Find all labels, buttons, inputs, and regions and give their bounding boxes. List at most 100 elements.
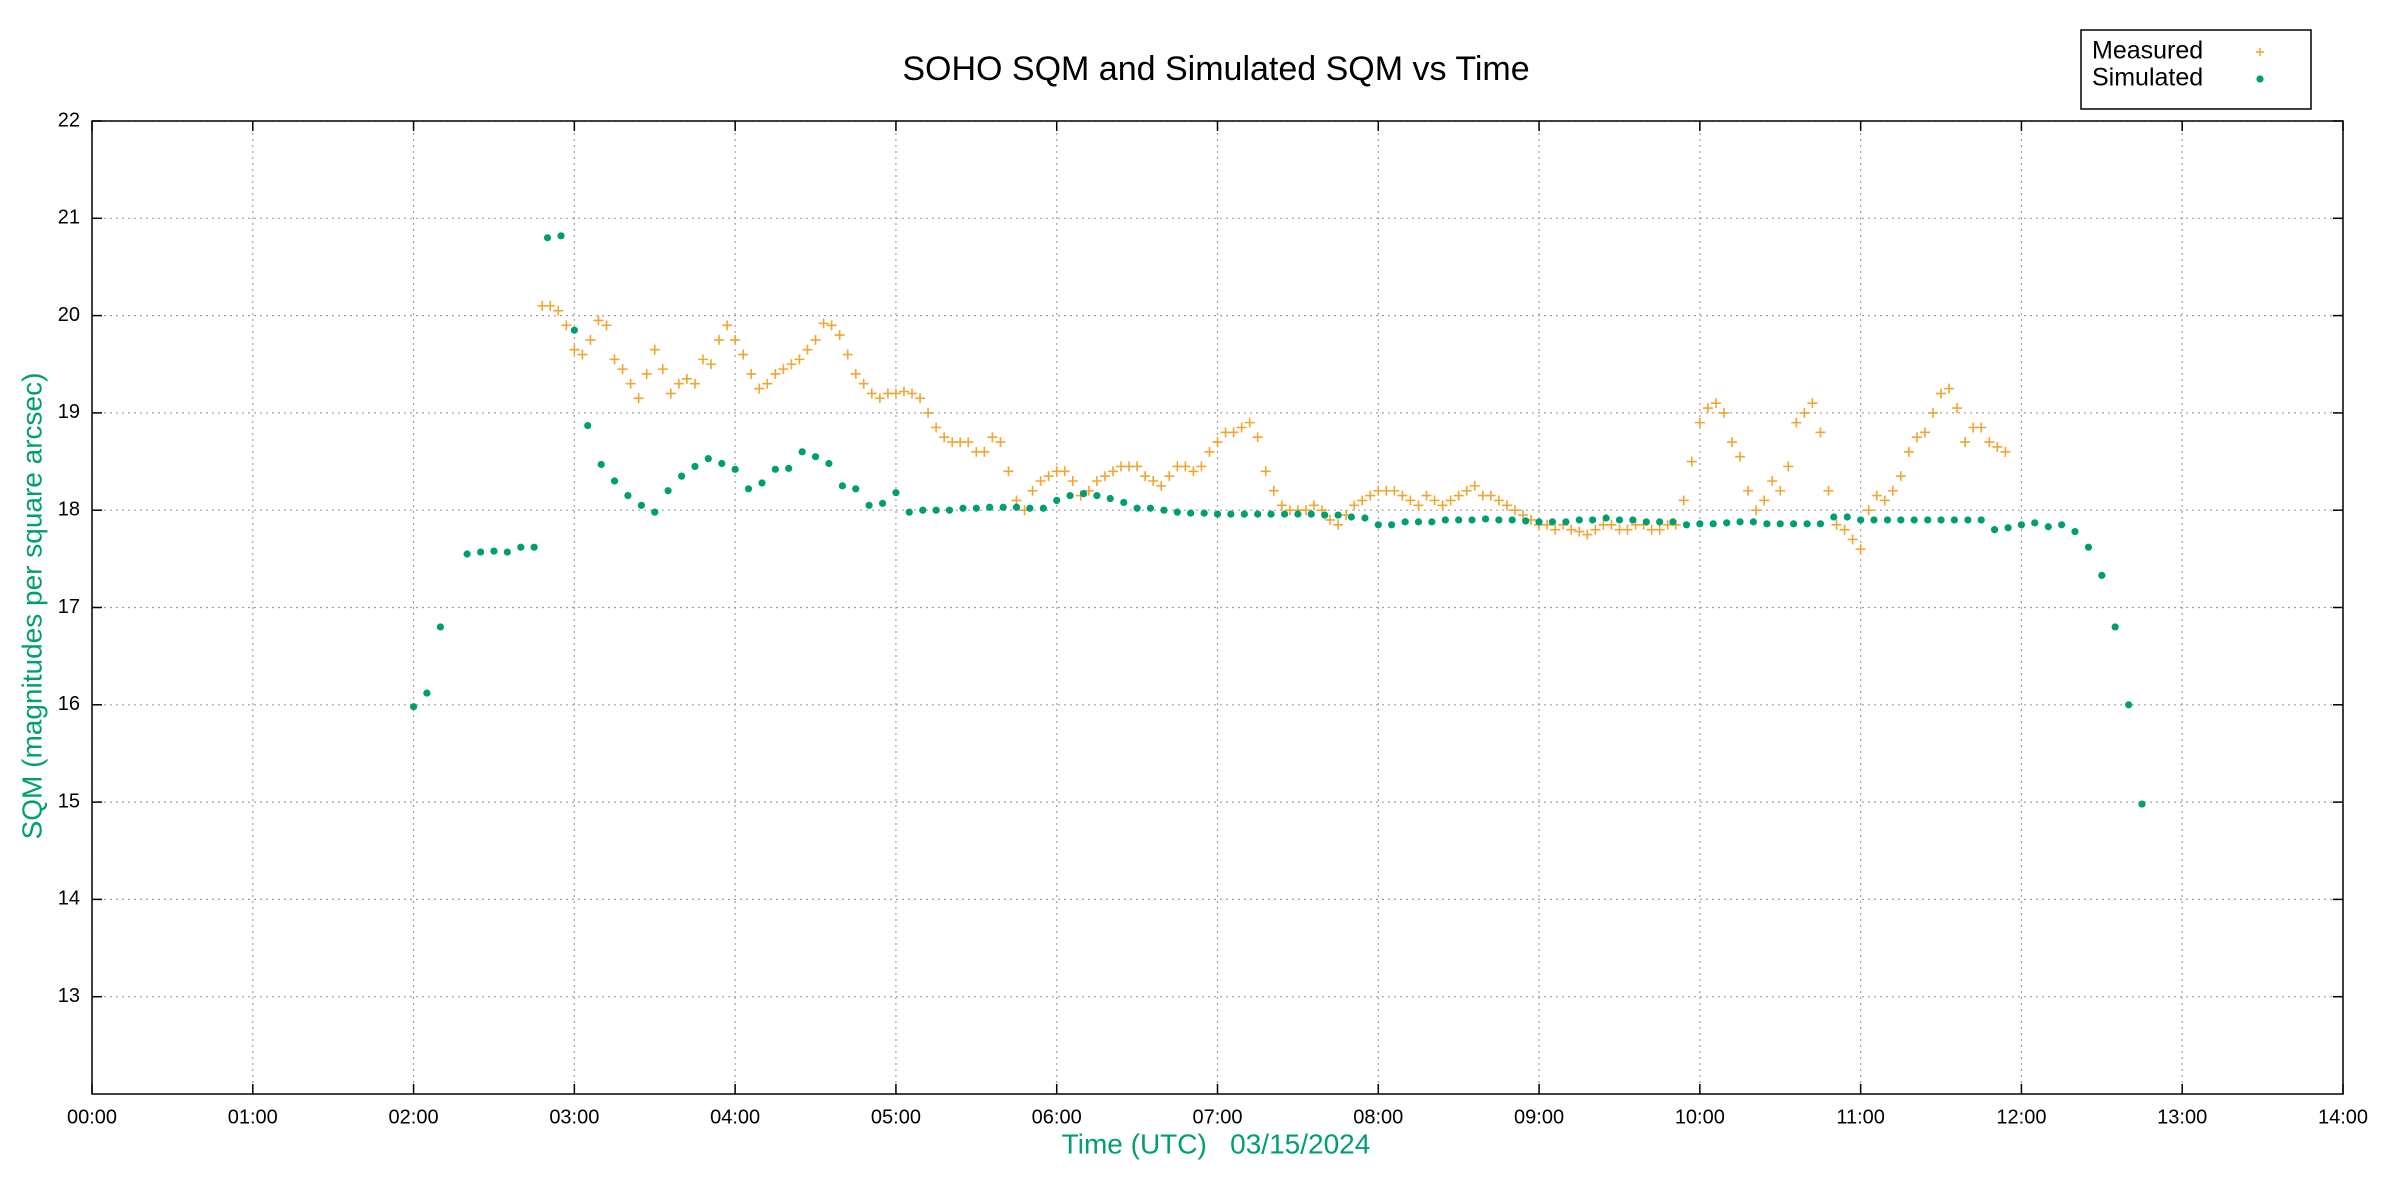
- measured-point: [561, 320, 572, 331]
- measured-point: [923, 407, 934, 418]
- measured-point: [706, 359, 717, 370]
- simulated-point: [1749, 518, 1757, 526]
- simulated-point: [1870, 516, 1878, 524]
- y-tick-label: 22: [58, 109, 80, 131]
- measured-point: [1831, 519, 1842, 530]
- simulated-point: [2084, 543, 2093, 551]
- measured-point: [1148, 476, 1159, 487]
- measured-point: [818, 318, 829, 329]
- measured-point: [657, 364, 668, 375]
- simulated-point: [785, 464, 793, 472]
- simulated-point: [1709, 520, 1717, 528]
- measured-point: [834, 330, 845, 341]
- simulated-point: [945, 506, 954, 514]
- simulated-point: [744, 485, 753, 493]
- legend-label: Measured: [2092, 37, 2203, 65]
- measured-point: [898, 386, 909, 397]
- measured-point: [802, 344, 813, 355]
- measured-point: [770, 368, 781, 379]
- measured-point: [1606, 519, 1617, 530]
- simulated-point: [1240, 510, 1248, 518]
- simulated-point: [1669, 518, 1677, 526]
- measured-point: [1694, 417, 1705, 428]
- measured-point: [850, 368, 861, 379]
- simulated-point: [1910, 516, 1918, 524]
- measured-point: [874, 393, 885, 404]
- measured-point: [689, 378, 700, 389]
- y-tick-label: 21: [58, 207, 80, 229]
- simulated-point: [543, 234, 552, 242]
- measured-point: [1759, 495, 1770, 506]
- simulated-point: [838, 482, 846, 490]
- measured-point: [778, 364, 789, 375]
- simulated-point: [1200, 509, 1208, 517]
- measured-point: [1992, 441, 2003, 452]
- measured-point: [1702, 403, 1713, 414]
- measured-point: [1807, 398, 1818, 409]
- x-tick-label: 01:00: [228, 1106, 278, 1128]
- measured-point: [794, 354, 805, 365]
- measured-point: [1196, 461, 1207, 472]
- measured-point: [1485, 490, 1496, 501]
- simulated-point: [2017, 521, 2026, 529]
- simulated-point: [463, 550, 471, 558]
- measured-point: [1823, 485, 1834, 496]
- measured-point: [931, 422, 942, 433]
- measured-point: [681, 373, 692, 384]
- simulated-point: [1816, 520, 1825, 528]
- simulated-point: [1227, 510, 1235, 518]
- simulated-point: [731, 465, 739, 473]
- simulated-point: [610, 477, 619, 485]
- simulated-point: [892, 489, 900, 497]
- x-tick-label: 03:00: [549, 1106, 599, 1128]
- simulated-point: [1468, 516, 1476, 524]
- measured-point: [1847, 534, 1858, 545]
- measured-point: [1919, 427, 1930, 438]
- simulated-point: [2031, 519, 2039, 527]
- simulated-point: [1267, 510, 1275, 518]
- simulated-point: [1455, 516, 1463, 524]
- measured-point: [1461, 485, 1472, 496]
- measured-point: [890, 388, 901, 399]
- measured-point: [1727, 437, 1738, 448]
- simulated-point: [905, 508, 913, 516]
- simulated-point: [1401, 518, 1409, 526]
- simulated-point: [1441, 516, 1449, 524]
- measured-point: [1059, 466, 1070, 477]
- simulated-point: [517, 543, 525, 551]
- measured-point: [939, 432, 950, 443]
- simulated-point: [1830, 513, 1838, 521]
- measured-point: [1895, 471, 1906, 482]
- measured-point: [1871, 490, 1882, 501]
- measured-point: [1839, 524, 1850, 535]
- simulated-point: [825, 459, 833, 468]
- measured-point: [1936, 388, 1947, 399]
- measured-point: [987, 432, 998, 443]
- measured-point: [1928, 407, 1938, 418]
- legend-marker: [2256, 75, 2264, 83]
- measured-point: [617, 364, 628, 375]
- simulated-point: [986, 503, 994, 511]
- measured-point: [1718, 407, 1729, 418]
- measured-point: [1879, 495, 1890, 506]
- simulated-point: [1173, 508, 1181, 516]
- x-tick-label: 06:00: [1032, 1106, 1082, 1128]
- simulated-point: [624, 492, 632, 500]
- simulated-point: [852, 485, 860, 493]
- simulated-point: [503, 548, 511, 556]
- simulated-point: [2071, 528, 2079, 536]
- measured-point: [1349, 500, 1360, 511]
- x-tick-label: 09:00: [1514, 1106, 1564, 1128]
- measured-point: [1268, 485, 1279, 496]
- simulated-point: [878, 499, 887, 507]
- simulated-point: [919, 506, 927, 514]
- measured-point: [907, 388, 918, 399]
- measured-point: [1164, 471, 1175, 482]
- measured-point: [1501, 500, 1512, 511]
- measured-point: [1582, 529, 1593, 540]
- measured-point: [995, 437, 1006, 448]
- measured-point: [1743, 485, 1754, 496]
